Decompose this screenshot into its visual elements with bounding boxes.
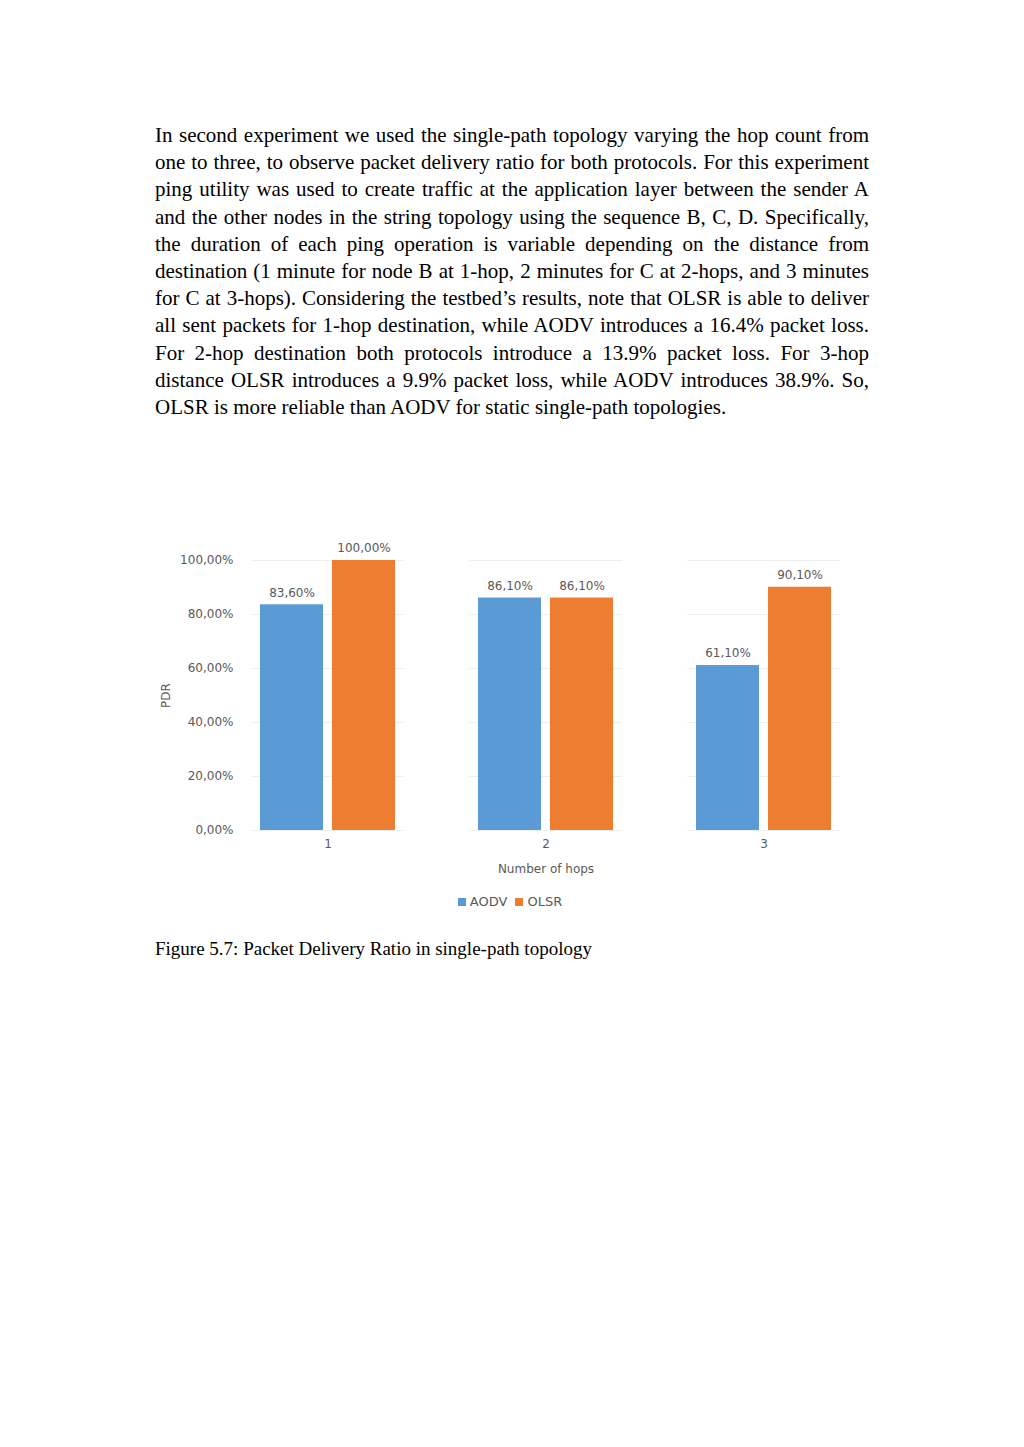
- svg-text:61,10%: 61,10%: [705, 646, 751, 660]
- svg-text:1: 1: [324, 837, 332, 851]
- svg-text:86,10%: 86,10%: [559, 579, 605, 593]
- svg-text:0,00%: 0,00%: [195, 823, 233, 837]
- svg-text:PDR: PDR: [159, 683, 173, 708]
- html-text:In second experiment we used t: In second experiment we used the single-…: [155, 123, 869, 419]
- svg-text:Number of hops: Number of hops: [498, 862, 594, 876]
- svg-text:100,00%: 100,00%: [337, 541, 390, 555]
- svg-text:3: 3: [760, 837, 768, 851]
- svg-text:86,10%: 86,10%: [487, 579, 533, 593]
- svg-text:83,60%: 83,60%: [269, 586, 315, 600]
- svg-text:100,00%: 100,00%: [180, 553, 233, 567]
- svg-text:90,10%: 90,10%: [777, 568, 823, 582]
- html-text:Figure 5.7: Packet Delivery Ra: Figure 5.7: Packet Delivery Ratio in sin…: [155, 938, 592, 959]
- svg-text:40,00%: 40,00%: [188, 715, 234, 729]
- svg-text:80,00%: 80,00%: [188, 607, 234, 621]
- html-text:OLSR: OLSR: [527, 894, 563, 909]
- svg-text:60,00%: 60,00%: [188, 661, 234, 675]
- svg-text:2: 2: [542, 837, 550, 851]
- html-text:AODV: AODV: [469, 894, 508, 909]
- svg-text:20,00%: 20,00%: [188, 769, 234, 783]
